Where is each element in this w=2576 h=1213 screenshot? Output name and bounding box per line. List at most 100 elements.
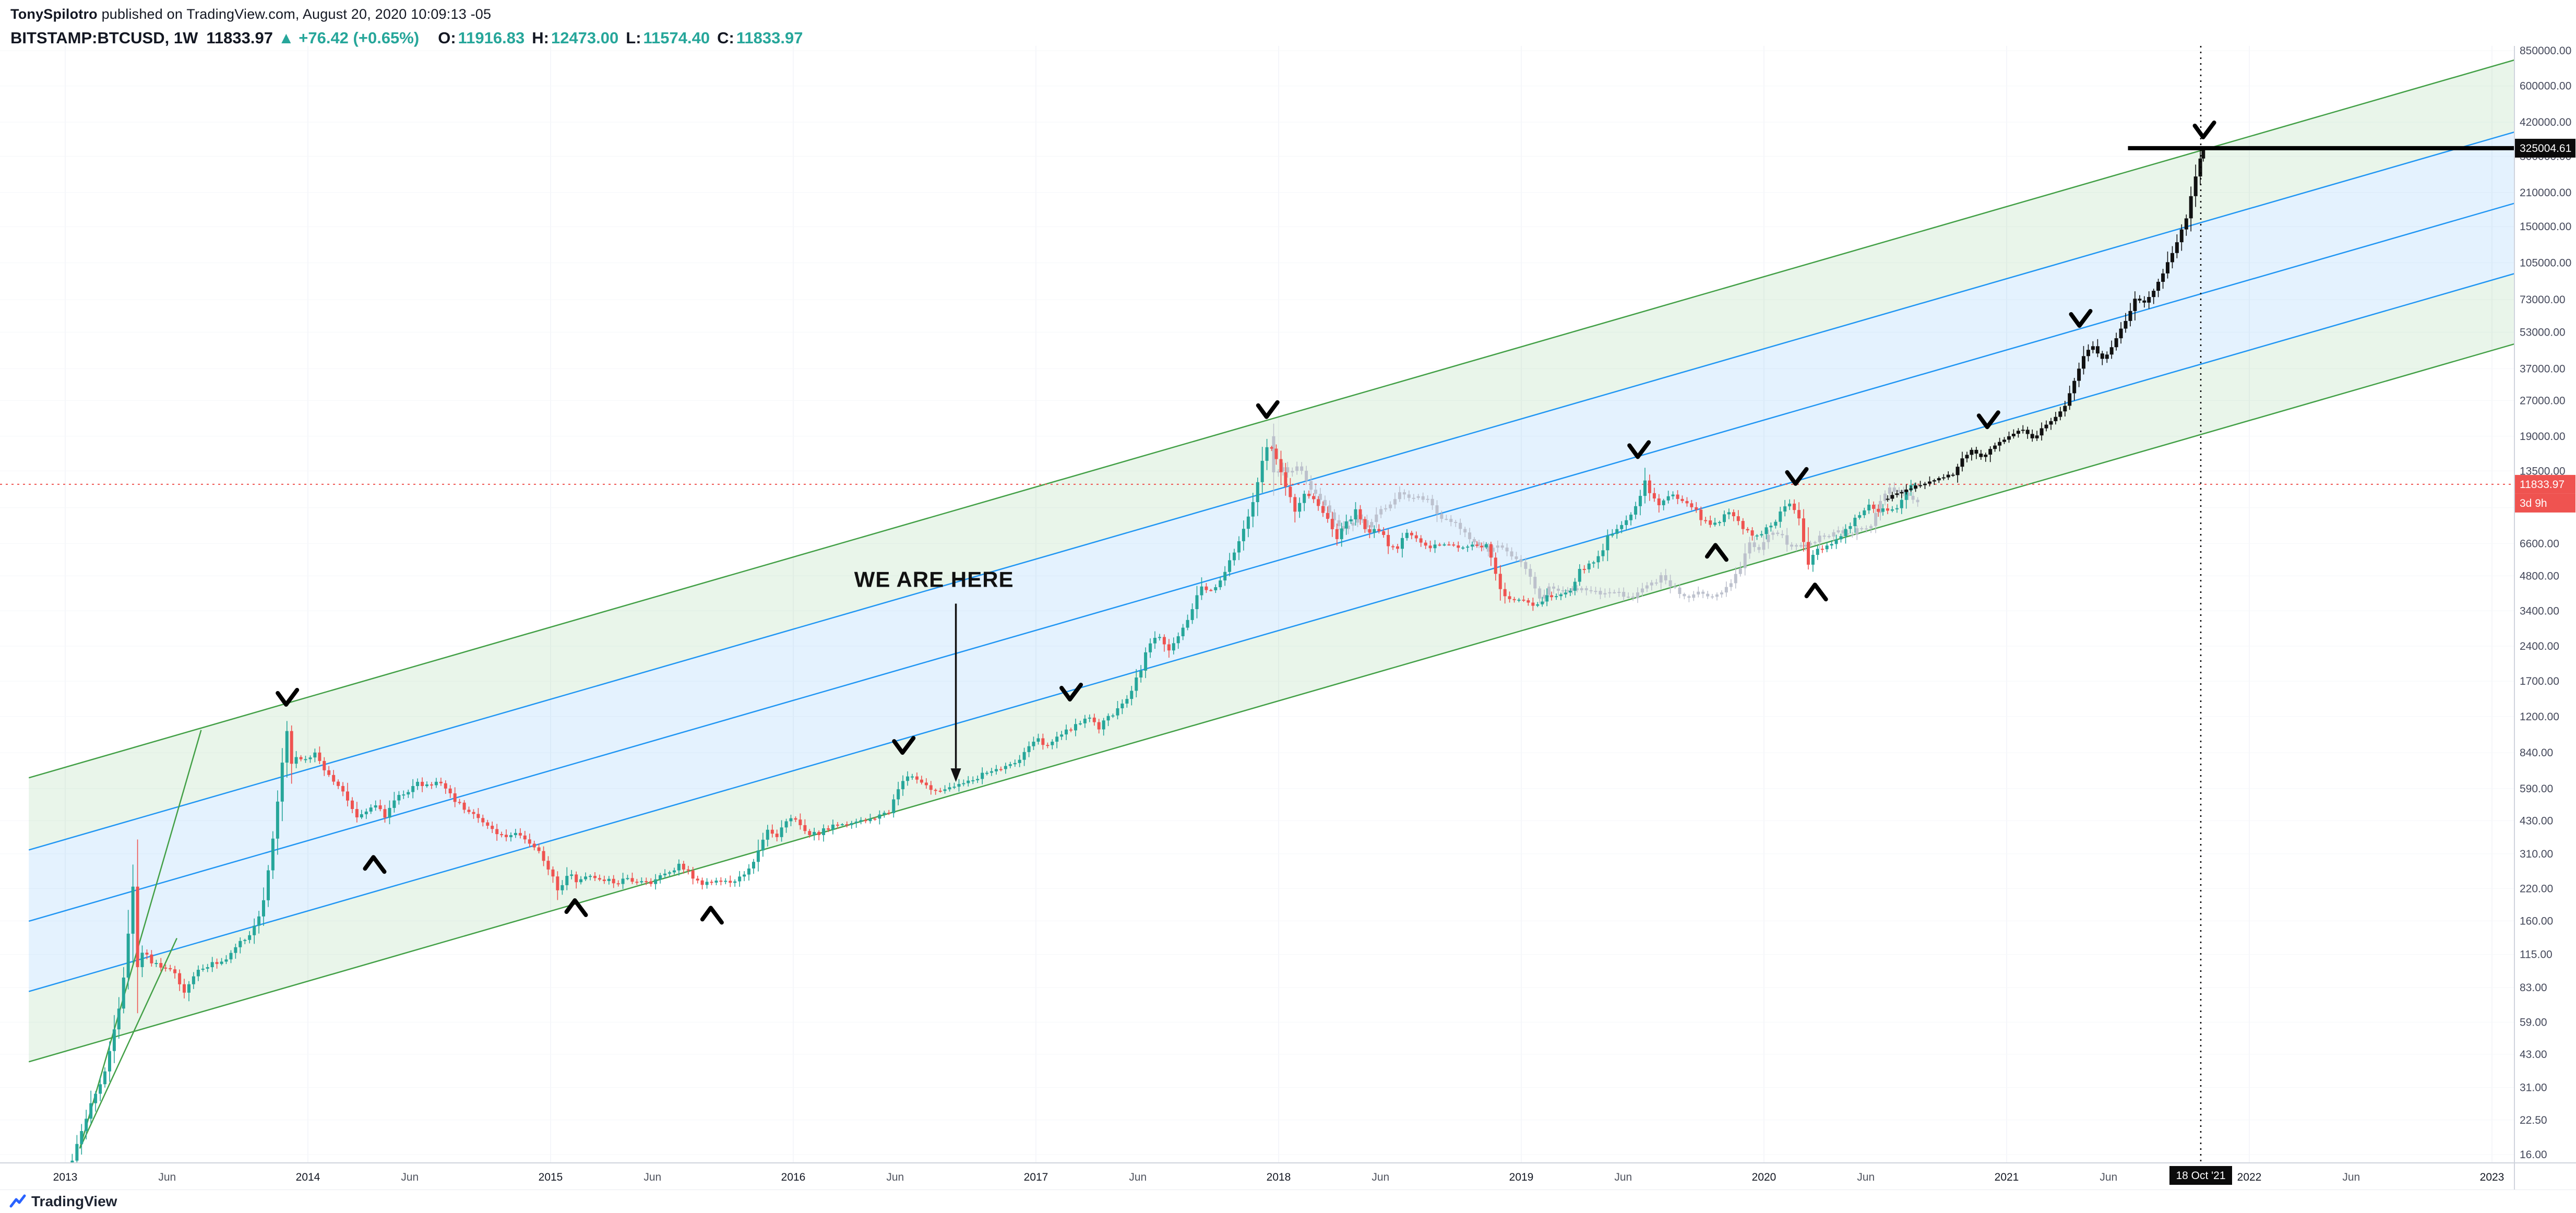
grid [0,46,2514,1163]
ohlc-label: H: [532,29,549,47]
channel-line-upper-blue [28,131,2514,851]
svg-text:59.00: 59.00 [2520,1016,2547,1028]
svg-text:590.00: 590.00 [2520,783,2553,795]
check-marker-down [1976,410,2000,430]
target-date-label: 18 Oct '21 [2169,1166,2232,1185]
svg-text:16.00: 16.00 [2520,1149,2547,1161]
channel-line-median-blue [28,203,2514,922]
footer: TradingView [0,1190,2576,1213]
price-axis[interactable] [2514,46,2576,1190]
svg-text:19000.00: 19000.00 [2520,431,2566,443]
svg-text:11833.97: 11833.97 [2520,479,2565,491]
wedge-trendline [79,937,178,1149]
svg-text:210000.00: 210000.00 [2520,187,2571,199]
svg-text:3d 9h: 3d 9h [2520,497,2547,509]
channel-line-upper-green [28,59,2514,779]
chart-header: TonySpilotro published on TradingView.co… [10,6,803,47]
price-change: ▲ +76.42 (+0.65%) [278,29,420,47]
svg-text:2023: 2023 [2480,1171,2505,1183]
candles-actual [70,438,1916,1163]
svg-text:430.00: 430.00 [2520,815,2553,827]
tradingview-logo-icon [9,1194,26,1208]
bar-countdown-label: 3d 9h [2515,493,2575,513]
annotation-text: WE ARE HERE [854,567,1014,592]
svg-text:420000.00: 420000.00 [2520,116,2571,128]
time-axis-labels: 2013 Jun 2014 Jun 2015 Jun 2016 Jun 2017 Jun 2018 J… [53,1171,2505,1183]
check-marker-down [892,736,916,755]
ohlc-label: C: [717,29,734,47]
svg-text:22.50: 22.50 [2520,1114,2547,1126]
channel-line-lower-blue [28,272,2514,992]
author-name: TonySpilotro [10,6,98,22]
last-price: 11833.97 [206,29,273,47]
annotation-we-are-here[interactable]: WE ARE HERE [854,567,1014,782]
ohlc-values: O: 11916.83 H: 12473.00 L: 11574.40 C: 11833.97 [431,29,803,47]
svg-text:Jun: Jun [401,1171,419,1183]
svg-text:115.00: 115.00 [2520,949,2553,961]
check-marker-down [1256,400,1280,419]
svg-text:160.00: 160.00 [2520,915,2553,927]
current-price-label: 11833.97 [2515,474,2575,494]
check-marker-up [363,855,387,874]
annotation-arrowhead [950,768,961,782]
svg-text:4800.00: 4800.00 [2520,570,2559,582]
ohlc-label: O: [438,29,456,47]
svg-text:850000.00: 850000.00 [2520,45,2571,57]
check-marker-down [276,687,300,707]
candles-ghost [1272,423,1919,604]
svg-text:Jun: Jun [1614,1171,1632,1183]
svg-text:31.00: 31.00 [2520,1082,2547,1094]
svg-text:2021: 2021 [1995,1171,2019,1183]
check-marker-up [700,906,724,925]
check-marker-up [1804,582,1828,602]
check-marker-up [1705,543,1728,562]
svg-text:105000.00: 105000.00 [2520,257,2571,269]
svg-text:310.00: 310.00 [2520,848,2553,860]
check-marker-down [2069,309,2093,328]
symbol-legend: BITSTAMP:BTCUSD, 1W 11833.97 ▲ +76.42 (+… [10,29,803,47]
ohlc-value: 11833.97 [736,29,803,47]
svg-text:325004.61: 325004.61 [2520,142,2571,154]
svg-text:6600.00: 6600.00 [2520,538,2559,550]
svg-text:43.00: 43.00 [2520,1049,2547,1061]
svg-text:3400.00: 3400.00 [2520,605,2559,617]
byline: TonySpilotro published on TradingView.co… [10,6,803,22]
svg-text:Jun: Jun [2342,1171,2360,1183]
svg-text:73000.00: 73000.00 [2520,294,2566,306]
tradingview-logo[interactable]: TradingView [9,1193,117,1210]
svg-text:37000.00: 37000.00 [2520,363,2566,375]
ohlc-label: L: [626,29,641,47]
svg-text:2018: 2018 [1267,1171,1291,1183]
svg-text:220.00: 220.00 [2520,883,2553,895]
time-axis[interactable] [0,1163,2576,1190]
svg-text:13500.00: 13500.00 [2520,465,2566,477]
svg-text:Jun: Jun [1857,1171,1875,1183]
publish-info: published on TradingView.com, August 20,… [97,6,492,22]
check-markers[interactable] [276,120,2216,925]
svg-text:2015: 2015 [539,1171,563,1183]
tradingview-logo-text: TradingView [31,1193,117,1209]
svg-text:1700.00: 1700.00 [2520,675,2559,687]
svg-text:150000.00: 150000.00 [2520,221,2571,233]
channel-line-lower-green [28,343,2514,1063]
check-marker-down [2192,120,2216,139]
svg-text:2017: 2017 [1024,1171,1048,1183]
ohlc-value: 11574.40 [643,29,710,47]
svg-text:2013: 2013 [53,1171,78,1183]
check-marker-up [564,898,588,917]
svg-text:840.00: 840.00 [2520,747,2553,759]
svg-text:600000.00: 600000.00 [2520,80,2571,92]
target-price-label: 325004.61 [2515,138,2575,158]
check-marker-down [1627,440,1651,459]
svg-text:Jun: Jun [158,1171,176,1183]
svg-text:2016: 2016 [781,1171,806,1183]
check-marker-down [1785,467,1809,486]
svg-text:18 Oct '21: 18 Oct '21 [2176,1170,2225,1182]
svg-text:2400.00: 2400.00 [2520,640,2559,652]
check-marker-down [1059,683,1083,701]
ohlc-value: 11916.83 [458,29,525,47]
svg-text:2014: 2014 [296,1171,320,1183]
pitchfork-channel[interactable] [28,59,2516,1149]
symbol-title: BITSTAMP:BTCUSD, 1W [10,29,198,47]
